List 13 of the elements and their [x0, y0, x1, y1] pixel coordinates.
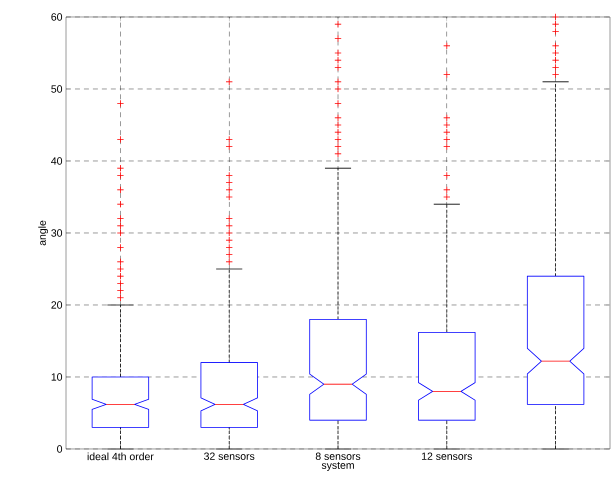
y-tick-label: 40 [51, 157, 62, 165]
x-axis-title: system [322, 462, 354, 471]
y-tick-label: 20 [51, 301, 62, 309]
y-tick-label: 60 [51, 13, 62, 21]
y-axis-title: angle [38, 220, 48, 246]
y-tick-label: 50 [51, 85, 62, 93]
x-tick-label: 12 sensors [422, 452, 472, 460]
x-tick-label: 8 sensors [316, 452, 360, 460]
x-tick-label: ideal 4th order [88, 452, 154, 460]
y-tick-label: 30 [51, 229, 62, 237]
y-tick-label: 10 [52, 373, 62, 381]
x-tick-label: 32 sensors [204, 452, 254, 460]
y-tick-label: 0 [57, 445, 62, 453]
